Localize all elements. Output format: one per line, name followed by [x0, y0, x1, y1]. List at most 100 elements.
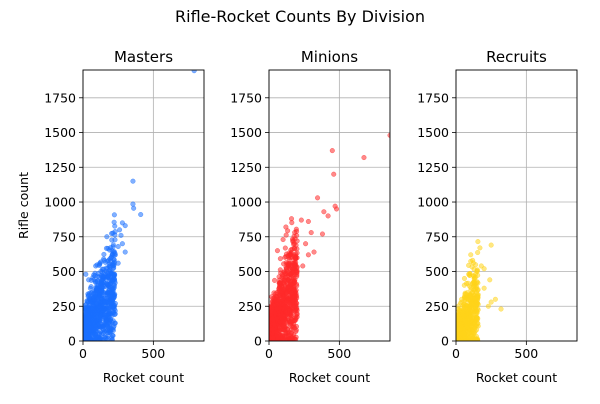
y-tick-label: 1750 [417, 90, 449, 105]
data-point [281, 286, 287, 292]
data-point [93, 334, 99, 340]
data-point [112, 300, 118, 306]
data-point [111, 323, 117, 329]
data-point [456, 322, 459, 328]
data-point [90, 275, 96, 281]
axes-frame [268, 69, 391, 342]
data-point [292, 303, 298, 309]
data-point [274, 316, 280, 322]
data-point [104, 337, 110, 341]
data-point [269, 308, 275, 314]
axes-frame [82, 69, 205, 342]
data-point [101, 251, 107, 257]
data-point [97, 313, 103, 319]
series-points [456, 239, 504, 341]
x-axis-label: Rocket count [289, 370, 370, 385]
figure-title: Rifle-Rocket Counts By Division [175, 7, 425, 26]
y-tick-label: 0 [68, 334, 76, 349]
data-point [291, 233, 297, 239]
data-point [291, 245, 297, 251]
data-point [334, 206, 340, 212]
data-point [470, 257, 476, 263]
data-point [99, 322, 105, 328]
data-point [101, 284, 107, 290]
data-point [300, 263, 306, 269]
data-point [107, 262, 113, 268]
data-point [112, 223, 118, 229]
data-point [321, 209, 327, 215]
data-point [292, 254, 298, 260]
y-tick-label: 750 [52, 229, 76, 244]
data-point [122, 249, 128, 255]
x-tick-label: 500 [141, 346, 165, 361]
y-tick-label: 0 [254, 334, 262, 349]
data-point [88, 312, 94, 318]
data-point [275, 334, 281, 340]
data-point [468, 309, 474, 315]
data-point [278, 323, 284, 329]
data-point [109, 337, 115, 341]
data-point [288, 330, 294, 336]
data-point [488, 299, 494, 305]
data-point [281, 321, 287, 327]
data-point [112, 252, 118, 258]
y-tick-label: 0 [441, 334, 449, 349]
panel-minions: 0 500 0 250 500 750 1000 1250 1500 1750 Minions Roc… [230, 48, 391, 385]
data-point [283, 290, 289, 296]
data-point [274, 329, 280, 335]
y-tick-label: 1500 [44, 125, 76, 140]
data-point [475, 239, 481, 245]
data-point [108, 245, 114, 251]
panel-recruits: 0 500 0 250 500 750 1000 1250 1500 1750 Recruits Ro… [417, 48, 578, 385]
y-tick-label: 750 [425, 229, 449, 244]
data-point [101, 257, 107, 263]
data-point [469, 333, 475, 339]
data-point [283, 232, 289, 238]
data-point [287, 252, 293, 258]
y-tick-label: 1000 [417, 195, 449, 210]
data-point [272, 322, 278, 328]
data-point [488, 242, 494, 248]
data-point [107, 329, 113, 335]
data-point [84, 307, 90, 313]
data-point [130, 201, 136, 207]
data-point [110, 288, 116, 294]
y-tick-label: 250 [425, 299, 449, 314]
x-tick-label: 500 [514, 346, 538, 361]
data-point [289, 216, 295, 222]
data-point [308, 230, 314, 236]
data-point [464, 320, 470, 326]
x-axis-label: Rocket count [103, 370, 184, 385]
data-point [83, 271, 89, 277]
data-point [281, 295, 287, 301]
data-point [103, 299, 109, 305]
data-point [361, 155, 367, 161]
data-point [457, 316, 463, 322]
data-point [474, 287, 480, 293]
data-point [463, 291, 469, 297]
data-point [282, 245, 288, 251]
x-tick-label: 0 [265, 346, 273, 361]
data-point [472, 326, 478, 332]
x-tick-label: 500 [327, 346, 351, 361]
data-point [90, 302, 96, 308]
panel-masters: 0 500 0 250 500 750 1000 1250 1500 1750 Masters Roc… [16, 48, 205, 385]
y-tick-label: 1750 [44, 90, 76, 105]
data-point [472, 320, 478, 326]
data-point [98, 278, 104, 284]
data-point [275, 298, 281, 304]
data-point [288, 282, 294, 288]
data-point [96, 299, 102, 305]
data-point [270, 335, 276, 341]
data-point [466, 336, 472, 341]
data-point [461, 331, 467, 337]
data-point [461, 275, 467, 281]
data-point [286, 260, 292, 266]
data-point [459, 337, 465, 341]
data-point [105, 273, 111, 279]
data-point [466, 326, 472, 332]
y-axis-label: Rifle count [16, 172, 31, 239]
y-tick-label: 250 [52, 299, 76, 314]
data-point [325, 213, 331, 219]
y-tick-label: 250 [238, 299, 262, 314]
